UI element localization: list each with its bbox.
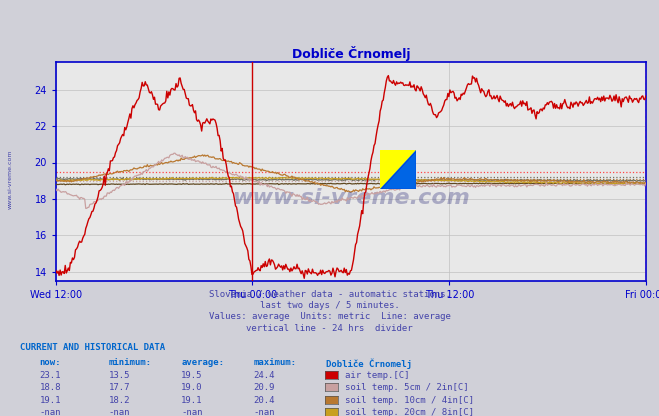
Text: -nan: -nan [40, 408, 61, 416]
Text: 13.5: 13.5 [109, 371, 130, 380]
Text: 19.1: 19.1 [40, 396, 61, 405]
Text: Dobliče Črnomelj: Dobliče Črnomelj [326, 358, 413, 369]
Text: 19.0: 19.0 [181, 383, 203, 392]
Title: Dobliče Črnomelj: Dobliče Črnomelj [292, 46, 410, 61]
Text: now:: now: [40, 358, 61, 367]
Text: 18.2: 18.2 [109, 396, 130, 405]
Text: Values: average  Units: metric  Line: average: Values: average Units: metric Line: aver… [208, 312, 451, 322]
Polygon shape [380, 150, 416, 189]
Text: 20.4: 20.4 [254, 396, 275, 405]
Text: Slovenia / weather data - automatic stations.: Slovenia / weather data - automatic stat… [208, 289, 451, 298]
Polygon shape [380, 150, 416, 189]
Text: minimum:: minimum: [109, 358, 152, 367]
Polygon shape [380, 150, 416, 189]
Text: 23.1: 23.1 [40, 371, 61, 380]
Text: 17.7: 17.7 [109, 383, 130, 392]
Text: 24.4: 24.4 [254, 371, 275, 380]
Text: -nan: -nan [254, 408, 275, 416]
Text: www.si-vreme.com: www.si-vreme.com [8, 149, 13, 209]
Text: soil temp. 20cm / 8in[C]: soil temp. 20cm / 8in[C] [345, 408, 474, 416]
Text: last two days / 5 minutes.: last two days / 5 minutes. [260, 301, 399, 310]
Text: 20.9: 20.9 [254, 383, 275, 392]
Text: air temp.[C]: air temp.[C] [345, 371, 409, 380]
Text: soil temp. 5cm / 2in[C]: soil temp. 5cm / 2in[C] [345, 383, 469, 392]
Text: 19.5: 19.5 [181, 371, 203, 380]
Text: www.si-vreme.com: www.si-vreme.com [232, 188, 470, 208]
Text: soil temp. 10cm / 4in[C]: soil temp. 10cm / 4in[C] [345, 396, 474, 405]
Text: -nan: -nan [181, 408, 203, 416]
Text: maximum:: maximum: [254, 358, 297, 367]
Text: CURRENT AND HISTORICAL DATA: CURRENT AND HISTORICAL DATA [20, 343, 165, 352]
Text: average:: average: [181, 358, 224, 367]
Text: 19.1: 19.1 [181, 396, 203, 405]
Text: -nan: -nan [109, 408, 130, 416]
Text: 18.8: 18.8 [40, 383, 61, 392]
Text: vertical line - 24 hrs  divider: vertical line - 24 hrs divider [246, 324, 413, 333]
